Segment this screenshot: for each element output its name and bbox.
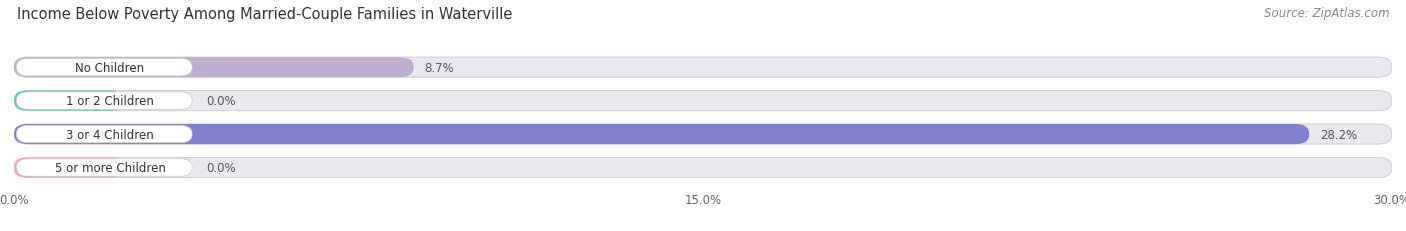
FancyBboxPatch shape: [14, 125, 1392, 144]
FancyBboxPatch shape: [17, 92, 193, 110]
Text: 5 or more Children: 5 or more Children: [55, 161, 166, 174]
FancyBboxPatch shape: [17, 59, 193, 76]
Text: 0.0%: 0.0%: [205, 161, 236, 174]
FancyBboxPatch shape: [14, 158, 124, 178]
Text: 3 or 4 Children: 3 or 4 Children: [66, 128, 153, 141]
Text: Source: ZipAtlas.com: Source: ZipAtlas.com: [1264, 7, 1389, 20]
FancyBboxPatch shape: [14, 158, 1392, 178]
FancyBboxPatch shape: [14, 91, 124, 111]
Text: 28.2%: 28.2%: [1320, 128, 1358, 141]
FancyBboxPatch shape: [14, 91, 1392, 111]
Text: Income Below Poverty Among Married-Couple Families in Waterville: Income Below Poverty Among Married-Coupl…: [17, 7, 512, 22]
FancyBboxPatch shape: [14, 58, 413, 78]
Text: 8.7%: 8.7%: [425, 61, 454, 74]
FancyBboxPatch shape: [14, 58, 1392, 78]
Text: 1 or 2 Children: 1 or 2 Children: [66, 95, 153, 108]
FancyBboxPatch shape: [14, 125, 1309, 144]
FancyBboxPatch shape: [17, 159, 193, 176]
FancyBboxPatch shape: [17, 126, 193, 143]
Text: 0.0%: 0.0%: [205, 95, 236, 108]
Text: No Children: No Children: [76, 61, 145, 74]
